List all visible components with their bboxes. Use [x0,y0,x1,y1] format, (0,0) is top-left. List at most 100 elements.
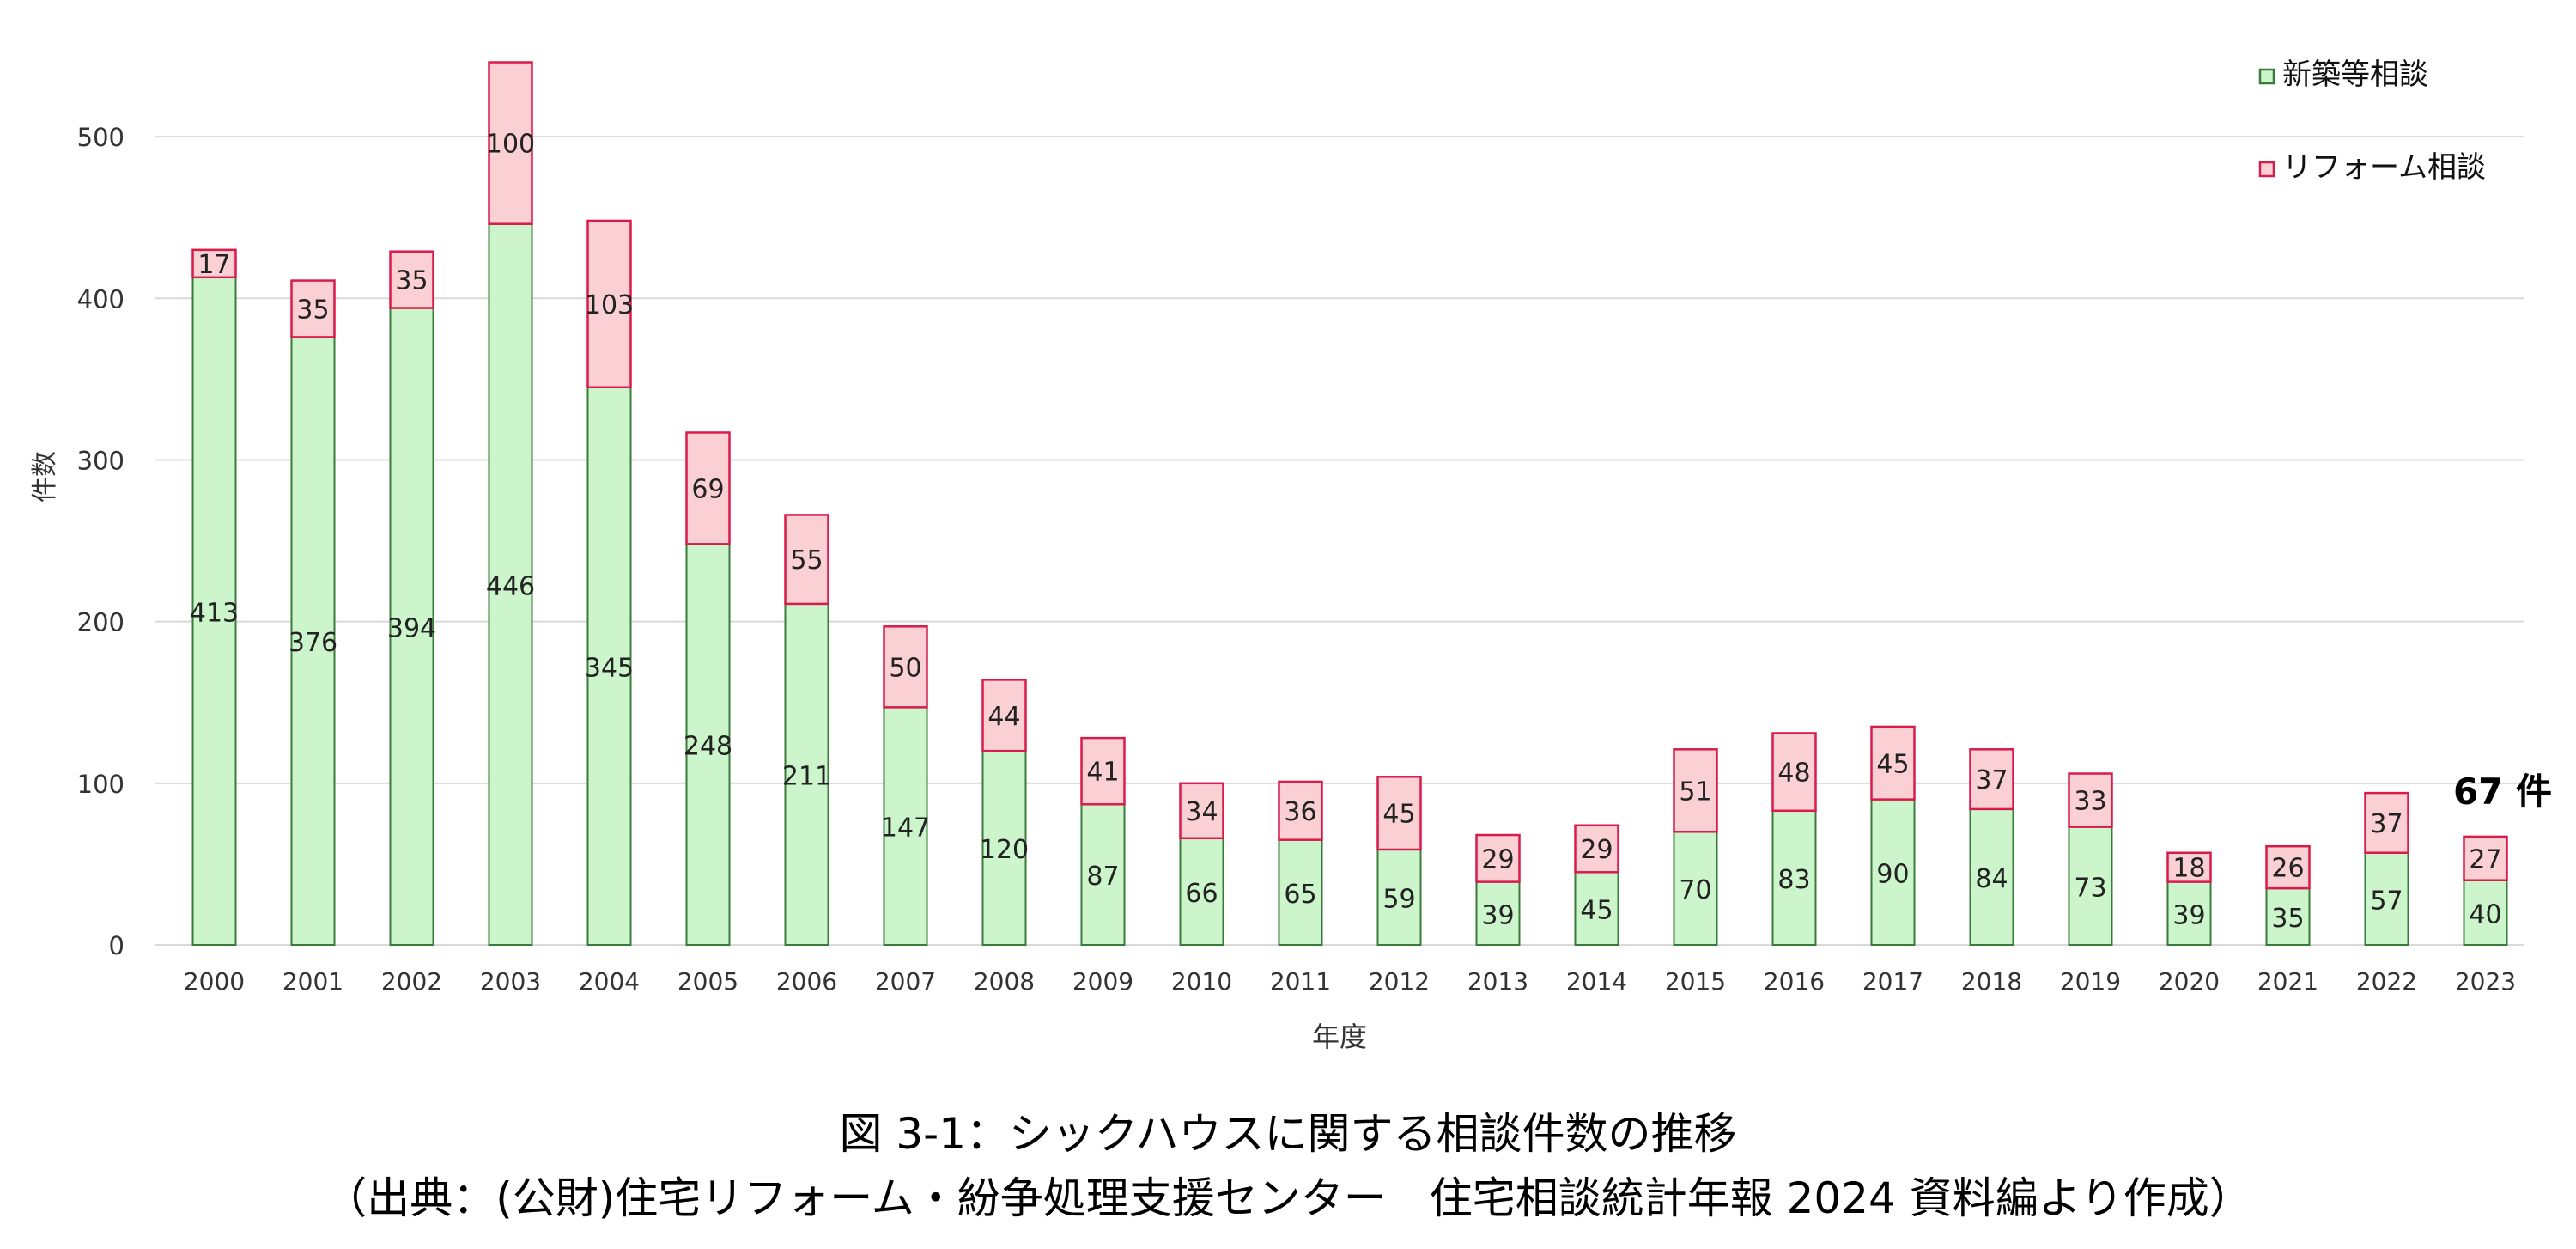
bar-segment-reform [191,248,237,279]
bar-segment-reform [2166,851,2212,883]
bar-segment-reform [1969,748,2014,811]
data-label-reform: 44 [987,702,1020,732]
bar-segment-reform [981,679,1027,752]
figure-caption: 図 3-1：シックハウスに関する相談件数の推移 [839,1109,1737,1159]
data-label-new-construction: 66 [1185,879,1218,909]
data-label-new-construction: 45 [1580,896,1613,926]
x-tick-label: 2011 [1270,967,1331,996]
data-label-reform: 103 [585,290,634,320]
bar-segment-new-construction [2463,879,2508,947]
figure-source: （出典：(公財)住宅リフォーム・紛争処理支援センター 住宅相談統計年報 2024… [324,1173,2252,1223]
x-tick-label: 2000 [184,967,245,996]
data-label-new-construction: 59 [1382,884,1415,914]
bar-segment-new-construction [1574,871,1619,946]
data-label-reform: 100 [486,130,535,160]
bar-segment-reform [290,279,336,338]
x-tick-label: 2006 [776,967,837,996]
x-tick-label: 2002 [381,967,442,996]
bar-segment-new-construction [1179,837,1224,946]
y-tick-label: 300 [77,446,125,475]
data-label-reform: 51 [1679,777,1711,807]
bar-segment-new-construction [389,307,434,946]
x-tick-label: 2022 [2356,967,2417,996]
x-tick-label: 2021 [2257,967,2318,996]
bar-segment-new-construction [1376,848,1422,946]
data-label-reform: 55 [790,545,823,576]
data-label-reform: 69 [691,474,724,504]
bar-segment-reform [2364,791,2409,854]
bar-segment-reform [1870,725,1916,801]
x-tick-label: 2018 [1961,967,2022,996]
data-label-new-construction: 40 [2469,899,2501,929]
data-label-reform: 50 [889,653,921,683]
data-label-new-construction: 376 [289,628,337,658]
x-tick-label: 2013 [1467,967,1528,996]
data-label-new-construction: 345 [585,653,634,683]
x-tick-label: 2014 [1566,967,1627,996]
legend-swatch [2258,161,2275,178]
y-tick-label: 0 [109,931,125,960]
bar-segment-new-construction [2265,887,2311,946]
y-tick-label: 200 [77,608,125,637]
data-label-new-construction: 120 [980,835,1029,865]
data-label-new-construction: 73 [2074,873,2106,903]
total-annotation: 67 件 [2453,771,2552,813]
bar-segment-reform [1080,736,1126,806]
data-label-new-construction: 211 [782,761,831,791]
data-label-new-construction: 39 [2172,900,2205,930]
x-tick-label: 2009 [1072,967,1133,996]
bar-segment-reform [488,61,533,225]
data-label-new-construction: 84 [1975,864,2008,894]
y-tick-label: 400 [77,284,125,314]
data-label-reform: 45 [1382,800,1415,830]
bar-segment-new-construction [1278,838,1323,947]
legend-swatch [2258,68,2275,85]
data-label-reform: 37 [2370,809,2403,839]
legend-label: 新築等相談 [2282,58,2428,92]
bar-segment-reform [685,431,731,545]
data-label-reform: 45 [1876,749,1909,779]
data-label-new-construction: 90 [1876,859,1909,889]
bar-segment-reform [1376,776,1422,851]
bar-segment-reform [784,514,829,606]
data-label-reform: 48 [1777,759,1810,789]
data-label-reform: 27 [2469,844,2501,874]
y-axis-label: 件数 [30,451,60,503]
bar-segment-new-construction [191,276,237,946]
bar-segment-reform [1771,732,1817,813]
bar-segment-new-construction [1870,798,1916,946]
x-tick-label: 2015 [1665,967,1726,996]
x-tick-label: 2016 [1764,967,1825,996]
data-label-new-construction: 413 [190,598,239,628]
data-label-new-construction: 248 [683,732,732,762]
bar-segment-reform [883,625,928,709]
x-tick-label: 2003 [480,967,541,996]
bar-segment-new-construction [685,543,731,946]
data-label-reform: 17 [197,250,230,280]
data-label-new-construction: 83 [1777,865,1810,895]
data-label-new-construction: 70 [1679,875,1711,905]
data-label-reform: 35 [296,295,329,326]
y-tick-label: 100 [77,770,125,799]
data-label-new-construction: 394 [387,613,436,643]
bar-segment-reform [1673,748,1718,833]
data-label-new-construction: 147 [881,813,930,844]
data-label-new-construction: 39 [1481,900,1514,930]
data-label-reform: 26 [2271,854,2304,884]
data-label-reform: 41 [1086,758,1119,788]
x-tick-label: 2004 [579,967,640,996]
x-tick-label: 2023 [2455,967,2516,996]
bar-segment-new-construction [2364,851,2409,947]
bar-segment-new-construction [290,336,336,947]
bar-segment-new-construction [1080,803,1126,946]
data-label-new-construction: 57 [2370,886,2403,916]
x-tick-label: 2019 [2060,967,2121,996]
data-label-reform: 34 [1185,797,1218,827]
bar-segment-reform [2463,835,2508,881]
bar-segment-new-construction [883,706,928,946]
x-tick-label: 2005 [677,967,738,996]
x-tick-label: 2020 [2159,967,2220,996]
x-axis-label: 年度 [1312,1021,1367,1053]
